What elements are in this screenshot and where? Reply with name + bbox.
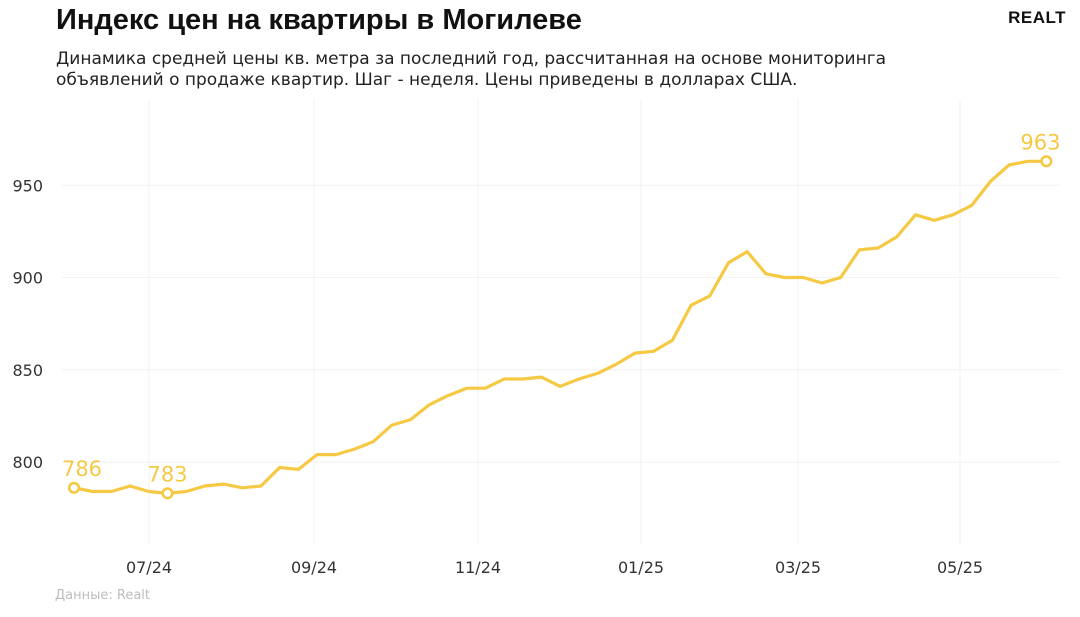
x-tick-label: 11/24 <box>455 558 501 577</box>
realt-logo: REALT <box>1008 8 1066 27</box>
y-tick-label: 950 <box>12 176 43 195</box>
data-label: 783 <box>147 462 187 486</box>
series-line <box>72 159 1049 495</box>
chart-title: Индекс цен на квартиры в Могилеве <box>56 4 582 36</box>
annotation-point <box>67 481 81 494</box>
y-tick-label: 900 <box>12 269 43 288</box>
data-label: 963 <box>1020 130 1060 154</box>
x-tick-label: 09/24 <box>291 558 337 577</box>
y-tick-label: 800 <box>12 453 43 472</box>
y-tick-label: 850 <box>12 361 43 380</box>
annotation-point <box>161 487 174 500</box>
x-tick-label: 07/24 <box>126 558 172 577</box>
x-tick-label: 01/25 <box>618 558 664 577</box>
source-note: Данные: Realt <box>55 588 151 603</box>
annotation-point <box>1040 155 1053 168</box>
chart-subtitle: Динамика средней цены кв. метра за после… <box>56 49 887 90</box>
x-tick-label: 03/25 <box>775 558 821 577</box>
x-tick-label: 05/25 <box>937 558 983 577</box>
data-label: 786 <box>62 457 102 481</box>
